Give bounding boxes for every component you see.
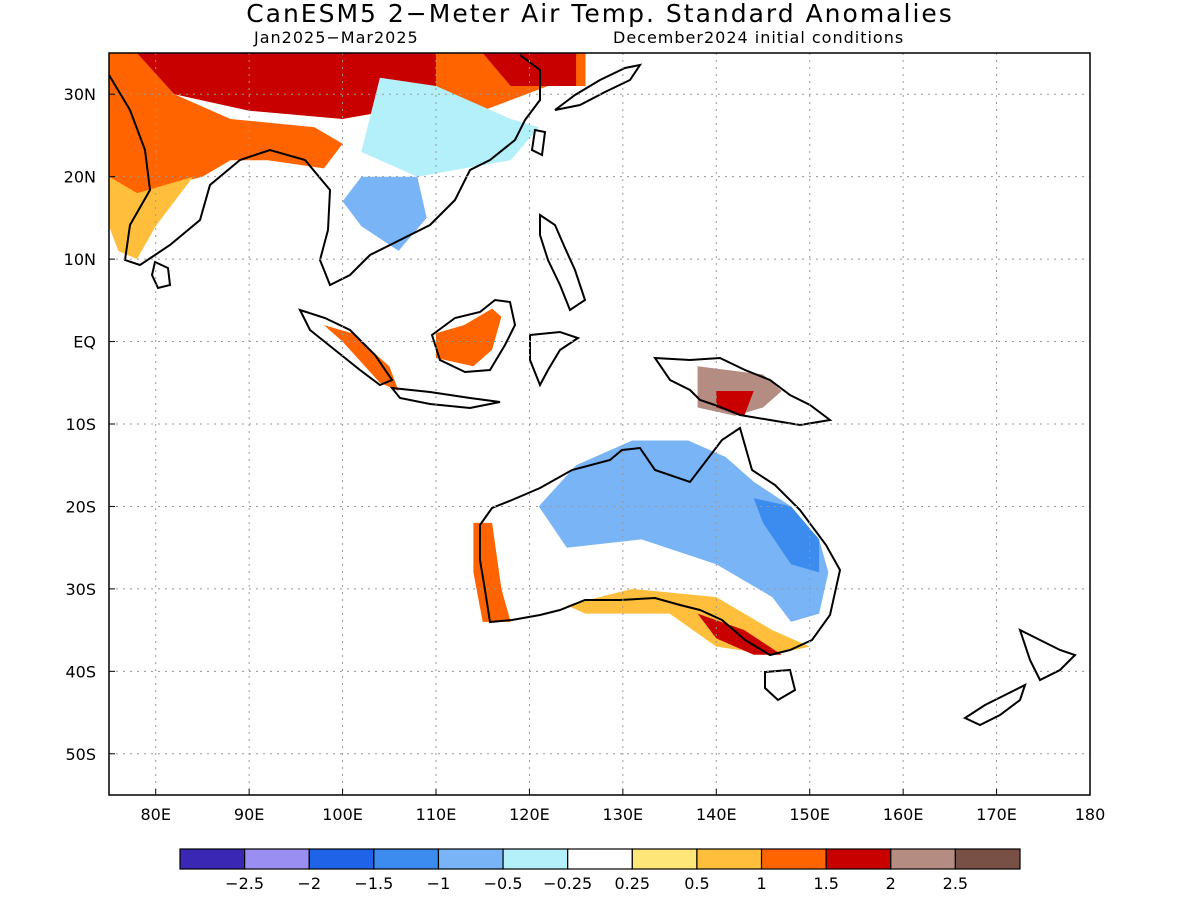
anomaly-korea-very-warm [482,53,577,86]
lat-tick-label: 10N [64,250,96,269]
lon-tick-label: 80E [140,805,170,824]
colorbar-swatch [179,848,246,870]
colorbar-swatch [502,848,569,870]
colorbar-swatch [890,848,956,870]
lon-tick-label: 110E [416,805,457,824]
anomaly-aus-west-warm [473,522,511,622]
colorbar-label: 0.5 [684,874,709,893]
colorbar-swatch [437,848,504,870]
colorbar-label: −1 [427,874,451,893]
colorbar-label: −2 [297,874,321,893]
anomaly-aus-south-warm [566,588,810,655]
lat-tick-label: 30N [64,85,96,104]
lat-tick-label: 30S [65,580,96,599]
colorbar-swatch [954,848,1021,870]
lon-tick-label: 130E [603,805,644,824]
colorbar-label: −2.5 [225,874,264,893]
colorbar-swatch [373,848,440,870]
colorbar-label: −1.5 [354,874,393,893]
colorbar-swatch [308,848,375,870]
lon-tick-label: 140E [696,805,737,824]
coastline-outlines [109,54,1077,727]
colorbar-label: −0.25 [543,874,592,893]
lon-tick-label: 180 [1075,805,1106,824]
colorbar-swatch [244,848,310,870]
map-title: CanESM5 2−Meter Air Temp. Standard Anoma… [246,0,954,28]
lat-tick-label: 20S [65,497,96,516]
anomaly-aus-east-colder [753,498,820,573]
map-gridlines [109,53,1090,795]
lon-tick-label: 90E [234,805,264,824]
colorbar-swatch [825,848,892,870]
colorbar-label: 2.5 [943,874,968,893]
lon-tick-label: 170E [976,805,1017,824]
anomaly-borneo-warm [436,308,502,367]
anomaly-china-north-warm [137,53,436,119]
colorbar-swatch [760,848,827,870]
colorbar-swatch [567,848,633,870]
lon-tick-label: 100E [322,805,363,824]
forecast-period: Jan2025−Mar2025 [254,28,419,47]
colorbar-label: 1 [756,874,766,893]
colorbar-swatch [696,848,763,870]
initial-conditions: December2024 initial conditions [613,28,905,47]
colorbar-label: 0.25 [614,874,650,893]
colorbar-label: 2 [886,874,896,893]
lon-tick-label: 160E [883,805,924,824]
anomaly-indochina-cool [342,176,427,251]
anomaly-india-mild [109,176,194,260]
anomaly-south-china-cool [361,77,539,177]
lat-tick-label: 40S [65,662,96,681]
lat-tick-label: 10S [65,415,96,434]
anomaly-india-warm [109,53,343,194]
colorbar-label: 1.5 [813,874,838,893]
lat-tick-label: EQ [73,333,96,352]
anomaly-aus-north-cool [538,440,829,622]
lon-tick-label: 150E [789,805,830,824]
lat-tick-label: 50S [65,745,96,764]
colorbar-label: −0.5 [484,874,523,893]
lon-tick-label: 120E [509,805,550,824]
colorbar: −2.5 −2 −1.5 −1 −0.5 −0.25 0.25 0.5 1 1.5 2 2.5 [179,848,1021,893]
colorbar-swatch [631,848,698,870]
lat-tick-label: 20N [64,168,96,187]
